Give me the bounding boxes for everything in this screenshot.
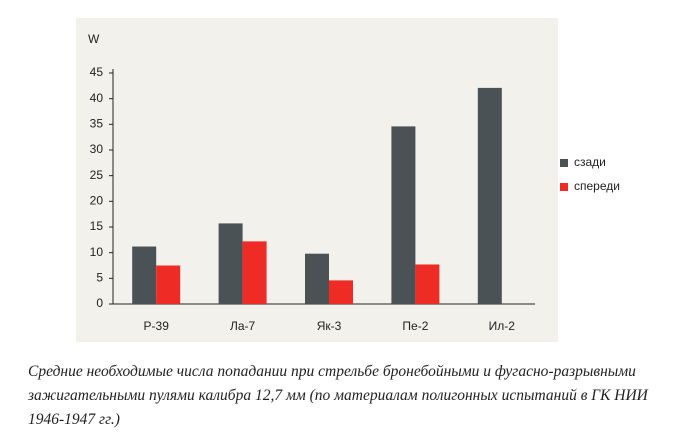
y-tick-label: 20 — [90, 194, 104, 208]
y-tick-label: 5 — [96, 271, 103, 285]
bar — [132, 246, 157, 304]
y-tick-label: 45 — [90, 65, 104, 79]
y-tick-label: 25 — [90, 168, 104, 182]
y-axis-label: W — [88, 32, 100, 46]
bar — [242, 241, 267, 304]
y-tick-label: 35 — [90, 117, 104, 131]
caption: Средние необходимые числа попадании при … — [28, 363, 648, 428]
bar — [329, 280, 353, 304]
bar — [218, 223, 243, 304]
x-tick-label: Р-39 — [144, 319, 170, 333]
chart: W 0 5 10 15 20 25 30 35 40 45 Р-39 Ла-7 Як-3 Пе-2 Ил-2… — [76, 18, 620, 342]
bar — [415, 264, 440, 304]
x-tick-label: Ла-7 — [230, 319, 256, 333]
bar — [156, 265, 181, 304]
y-tick-label: 0 — [96, 296, 103, 310]
y-tick-label: 15 — [90, 219, 104, 233]
y-tick-label: 30 — [90, 142, 104, 156]
x-tick-label: Ил-2 — [489, 319, 516, 333]
bar — [391, 126, 416, 305]
y-tick-label: 10 — [90, 245, 104, 259]
x-tick-label: Пе-2 — [402, 319, 428, 333]
legend-swatch — [560, 183, 568, 191]
bar — [305, 253, 329, 304]
y-tick-label: 40 — [90, 91, 104, 105]
legend-label: спереди — [574, 179, 620, 193]
bar — [477, 87, 502, 305]
legend-swatch — [560, 159, 568, 167]
x-tick-label: Як-3 — [317, 319, 342, 333]
legend-label: сзади — [574, 155, 606, 169]
